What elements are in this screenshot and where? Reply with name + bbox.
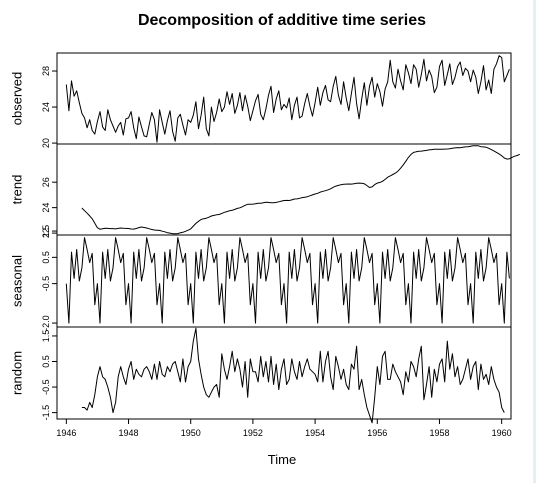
series-line-trend bbox=[81, 145, 521, 235]
x-tick-label: 1958 bbox=[429, 428, 449, 438]
series-line-random bbox=[81, 327, 505, 424]
y-axis-label-seasonal: seasonal bbox=[10, 255, 25, 307]
x-tick-label: 1950 bbox=[181, 428, 201, 438]
y-tick-label-random: 1.5 bbox=[41, 330, 51, 343]
panel-seasonal: -2.0 -0.5 0.5 1.5 seasonal bbox=[10, 225, 512, 331]
y-tick-label-seasonal: 1.5 bbox=[41, 225, 51, 238]
x-axis-label: Time bbox=[268, 452, 296, 467]
y-tick-label-trend: 26 bbox=[41, 177, 51, 187]
y-tick-label-observed: 24 bbox=[41, 102, 51, 112]
y-tick-label-seasonal: -0.5 bbox=[41, 276, 51, 292]
y-tick-label-random: -0.5 bbox=[41, 379, 51, 395]
panels: 20 24 28 observed 22 24 26 trend -2.0 -0.5 0.5 1.5 s… bbox=[10, 52, 521, 424]
y-tick-label-seasonal: 0.5 bbox=[41, 251, 51, 264]
x-tick-label: 1952 bbox=[243, 428, 263, 438]
x-tick-label: 1956 bbox=[367, 428, 387, 438]
chart-title: Decomposition of additive time series bbox=[138, 12, 426, 29]
y-tick-label-random: -1.5 bbox=[41, 405, 51, 421]
panel-trend: 22 24 26 trend bbox=[10, 143, 521, 238]
series-line-seasonal bbox=[65, 237, 510, 324]
x-tick-label: 1960 bbox=[492, 428, 512, 438]
panel-frame-random bbox=[56, 326, 512, 420]
y-axis-label-random: random bbox=[10, 351, 25, 395]
x-tick-label: 1948 bbox=[119, 428, 139, 438]
y-tick-label-observed: 20 bbox=[41, 138, 51, 148]
x-tick-label: 1946 bbox=[56, 428, 76, 438]
x-axis: 1946 1948 1950 1952 1954 1956 1958 1960 bbox=[56, 419, 512, 438]
y-axis-label-trend: trend bbox=[10, 175, 25, 205]
window-edge bbox=[533, 0, 536, 483]
y-tick-label-trend: 24 bbox=[41, 203, 51, 213]
y-axis-label-observed: observed bbox=[10, 72, 25, 125]
y-tick-label-observed: 28 bbox=[41, 66, 51, 76]
x-tick-label: 1954 bbox=[305, 428, 325, 438]
y-tick-label-random: 0.5 bbox=[41, 355, 51, 368]
y-tick-label-trend: 22 bbox=[41, 228, 51, 238]
series-line-observed bbox=[65, 55, 510, 143]
y-tick-label-seasonal: -2.0 bbox=[41, 315, 51, 331]
panel-random: -1.5 -0.5 0.5 1.5 random bbox=[10, 326, 512, 424]
